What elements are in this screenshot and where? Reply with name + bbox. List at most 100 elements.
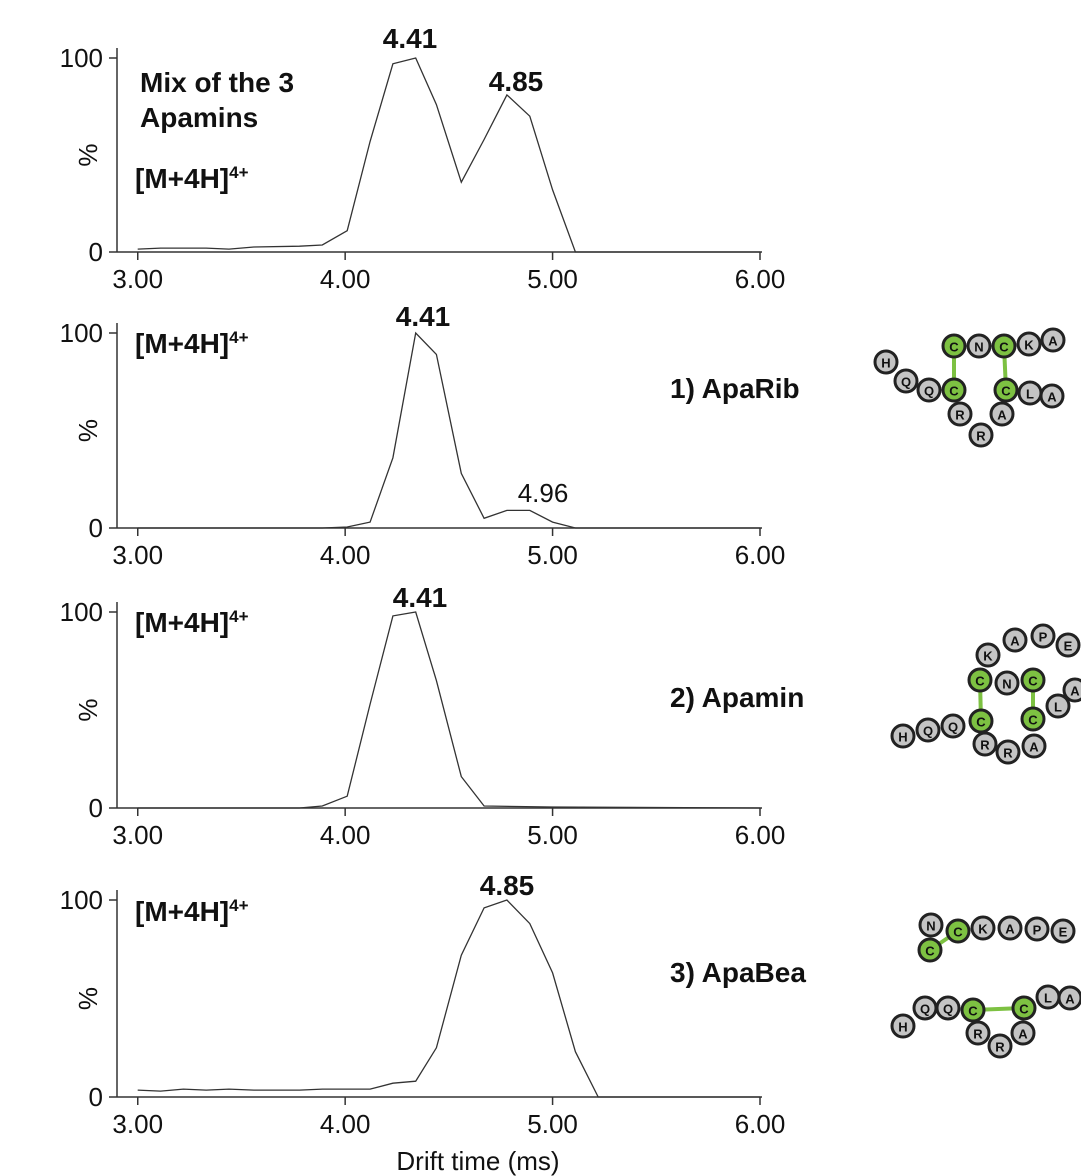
residue-label: C	[1028, 674, 1038, 689]
residue	[890, 723, 916, 749]
residue-label: R	[1003, 746, 1013, 761]
residue	[940, 713, 966, 739]
y-axis-label: %	[73, 419, 103, 442]
x-tick-label: 6.00	[735, 820, 786, 850]
residue-label: A	[1048, 334, 1058, 349]
residue	[975, 642, 1001, 668]
y-tick-label: 100	[60, 43, 103, 73]
residue-label: C	[1028, 713, 1038, 728]
residue	[918, 912, 944, 938]
residue	[991, 333, 1017, 359]
residue	[997, 915, 1023, 941]
residue	[967, 667, 993, 693]
residue	[1010, 1020, 1036, 1046]
residue-label: Q	[901, 375, 911, 390]
residue-label: L	[1026, 387, 1034, 402]
residue-label: R	[973, 1027, 983, 1042]
residue-label: C	[1001, 384, 1011, 399]
peak-label: 4.85	[489, 66, 544, 97]
residue-label: A	[1070, 684, 1080, 699]
residue	[893, 368, 919, 394]
x-tick-label: 6.00	[735, 540, 786, 570]
residue-label: C	[999, 340, 1009, 355]
residue	[987, 1033, 1013, 1059]
residue-label: L	[1054, 700, 1062, 715]
ion-charge: 4+	[229, 607, 248, 626]
residue-label: C	[968, 1004, 978, 1019]
residue-label: A	[1065, 992, 1075, 1007]
y-tick-label: 100	[60, 885, 103, 915]
residue	[994, 670, 1020, 696]
residue-label: A	[1047, 390, 1057, 405]
residue-label: Q	[924, 384, 934, 399]
peak-label: 4.85	[480, 870, 535, 901]
residue-label: K	[978, 922, 988, 937]
residue	[873, 349, 899, 375]
y-axis-label: %	[73, 143, 103, 166]
residue-label: C	[976, 715, 986, 730]
x-tick-label: 4.00	[320, 540, 371, 570]
ion-label: [M+4H]4+	[135, 328, 249, 359]
ion-label: [M+4H]4+	[135, 607, 249, 638]
residue-label: R	[995, 1040, 1005, 1055]
residue	[1021, 733, 1047, 759]
residue-label: H	[898, 1020, 907, 1035]
residue-label: C	[953, 925, 963, 940]
peak-label: 4.41	[383, 23, 438, 54]
residue	[1011, 995, 1037, 1021]
residue-label: Q	[923, 724, 933, 739]
residue-label: A	[1018, 1027, 1028, 1042]
residue	[1040, 327, 1066, 353]
residue-label: P	[1039, 630, 1048, 645]
x-tick-label: 3.00	[112, 540, 163, 570]
trace	[137, 899, 760, 1098]
residue	[1039, 383, 1065, 409]
residue	[989, 401, 1015, 427]
ion-base: [M+4H]	[135, 163, 229, 194]
residue	[1057, 985, 1081, 1011]
residue-label: A	[1029, 740, 1039, 755]
residue	[970, 915, 996, 941]
y-tick-label: 100	[60, 318, 103, 348]
x-tick-label: 3.00	[112, 264, 163, 294]
residue	[915, 717, 941, 743]
residue-label: R	[980, 738, 990, 753]
residue	[917, 937, 943, 963]
residue	[941, 333, 967, 359]
y-tick-label: 0	[89, 793, 103, 823]
residue-label: N	[1002, 677, 1011, 692]
residue	[1016, 331, 1042, 357]
ion-charge: 4+	[229, 328, 248, 347]
x-axis-label: Drift time (ms)	[396, 1146, 559, 1176]
y-axis-label: %	[73, 987, 103, 1010]
residue-label: Q	[920, 1002, 930, 1017]
residue	[968, 708, 994, 734]
residue-label: C	[975, 674, 985, 689]
residue-label: A	[997, 408, 1007, 423]
residue-label: R	[955, 408, 965, 423]
residue	[1020, 706, 1046, 732]
residue-label: E	[1059, 925, 1068, 940]
residue-label: A	[1005, 922, 1015, 937]
residue	[1062, 677, 1081, 703]
x-tick-label: 3.00	[112, 820, 163, 850]
trace	[137, 57, 760, 253]
sample-name: 3) ApaBea	[670, 957, 806, 988]
ion-label: [M+4H]4+	[135, 163, 249, 194]
residue-label: C	[1019, 1002, 1029, 1017]
trace	[137, 611, 761, 809]
residue	[972, 731, 998, 757]
residue-label: E	[1064, 639, 1073, 654]
residue	[1045, 693, 1071, 719]
x-tick-label: 4.00	[320, 1109, 371, 1139]
ion-label: [M+4H]4+	[135, 896, 249, 927]
y-tick-label: 0	[89, 513, 103, 543]
trace	[137, 331, 760, 529]
residue-label: Q	[948, 720, 958, 735]
residue	[1055, 632, 1081, 658]
x-tick-label: 6.00	[735, 264, 786, 294]
residue-label: N	[974, 340, 983, 355]
residue-label: L	[1044, 991, 1052, 1006]
residue-label: C	[949, 384, 959, 399]
